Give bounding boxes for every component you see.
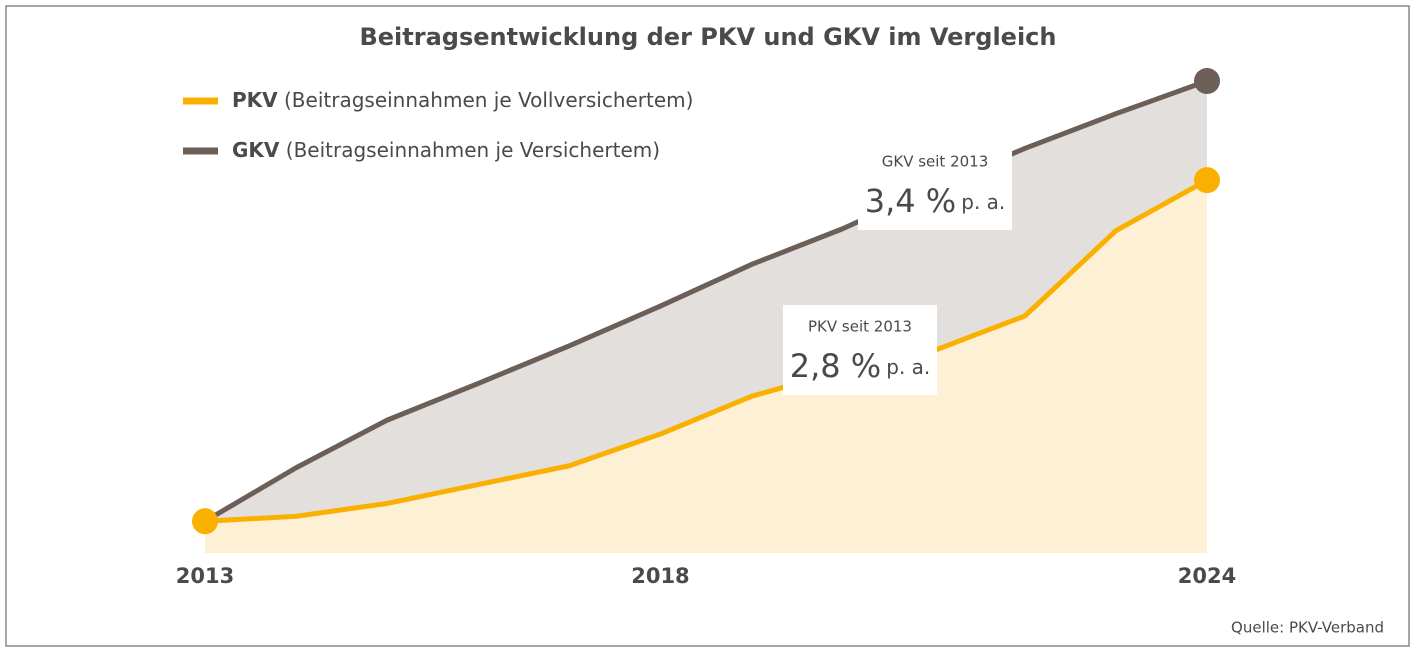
- x-tick-label: 2018: [631, 564, 689, 588]
- annotation-unit: p. a.: [886, 355, 930, 379]
- chart-title: Beitragsentwicklung der PKV und GKV im V…: [359, 23, 1056, 51]
- source: Quelle: PKV-Verband: [1231, 619, 1384, 637]
- annotation-number: 3,4 %: [865, 182, 956, 220]
- legend-name: GKV: [232, 138, 280, 162]
- annotation-heading: GKV seit 2013: [882, 153, 989, 171]
- marker: [1194, 68, 1220, 94]
- line: [204, 177, 1209, 524]
- annotation-unit: p. a.: [961, 190, 1005, 214]
- x-tick-label: 2013: [176, 564, 234, 588]
- annotation-value: 3,4 % p. a.: [865, 182, 1006, 220]
- annotation-heading: PKV seit 2013: [808, 318, 912, 336]
- annotation-value: 2,8 % p. a.: [790, 347, 931, 385]
- annotation-box: [783, 305, 937, 395]
- legend-description: (Beitragseinnahmen je Versichertem): [286, 138, 660, 162]
- legend-description: (Beitragseinnahmen je Vollversichertem): [284, 88, 693, 112]
- area: [205, 180, 1207, 553]
- legend-label: GKV (Beitragseinnahmen je Versichertem): [232, 138, 660, 162]
- marker: [192, 508, 218, 535]
- annotation-number: 2,8 %: [790, 347, 881, 385]
- legend-label: PKV (Beitragseinnahmen je Vollversichert…: [232, 88, 693, 112]
- x-tick-label: 2024: [1178, 564, 1236, 588]
- line: [203, 78, 1208, 524]
- marker: [1194, 167, 1220, 194]
- annotation-box: [858, 140, 1012, 230]
- legend-name: PKV: [232, 88, 278, 112]
